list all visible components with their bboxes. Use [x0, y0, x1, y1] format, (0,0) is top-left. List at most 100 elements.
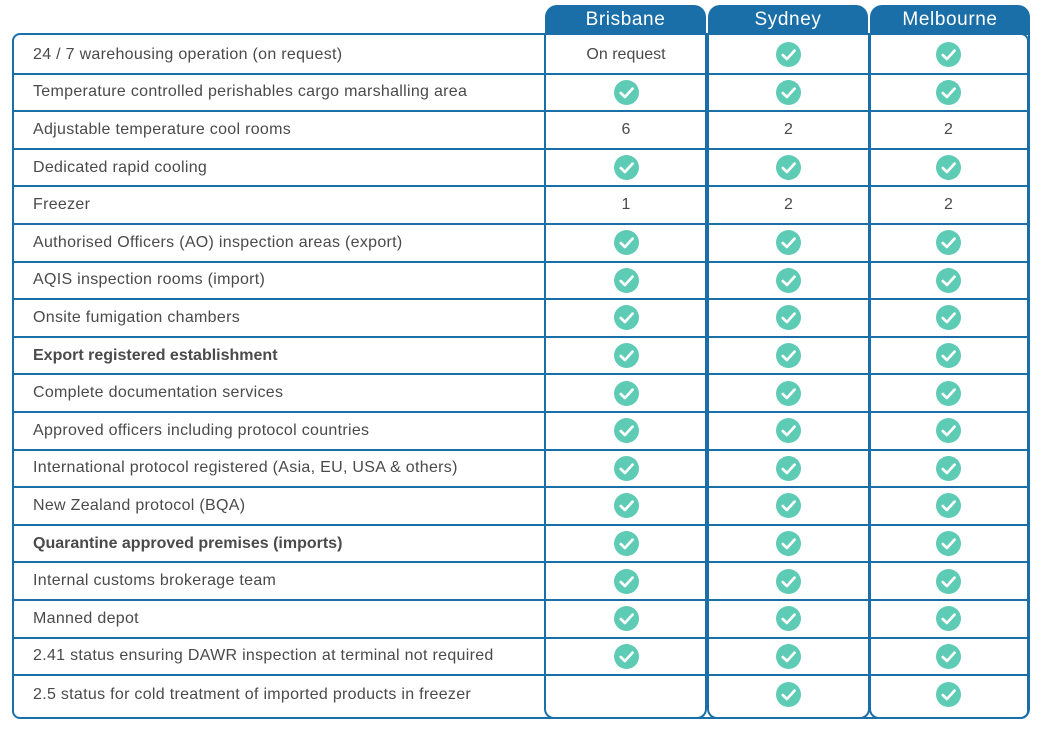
checkmark-icon: [613, 455, 639, 481]
cell-melbourne: [870, 37, 1027, 73]
row-label: Authorised Officers (AO) inspection area…: [33, 233, 403, 251]
row-label: Dedicated rapid cooling: [33, 158, 208, 176]
column-brisbane: [544, 33, 707, 719]
row-label: Quarantine approved premises (imports): [33, 534, 343, 552]
checkmark-icon: [776, 42, 801, 68]
cell-melbourne: [870, 300, 1027, 336]
row-label: Approved officers including protocol cou…: [33, 421, 370, 439]
row-label: Internal customs brokerage team: [33, 572, 277, 590]
cell-melbourne: [870, 676, 1027, 714]
checkmark-icon: [776, 568, 801, 594]
table-row: Temperature controlled perishables cargo…: [12, 75, 1027, 113]
cell-sydney: [708, 375, 869, 411]
cell-brisbane: [545, 263, 707, 299]
table-row: Approved officers including protocol cou…: [12, 413, 1027, 451]
checkmark-icon: [936, 343, 961, 369]
cell-brisbane: [545, 225, 707, 261]
checkmark-icon: [613, 267, 639, 293]
checkmark-icon: [613, 531, 639, 557]
checkmark-icon: [776, 380, 801, 406]
column-header-melbourne: Melbourne: [870, 5, 1030, 35]
table-row: Dedicated rapid cooling: [12, 150, 1027, 188]
table-row: Export registered establishment: [12, 338, 1027, 376]
table-row: AQIS inspection rooms (import): [12, 263, 1027, 301]
cell-melbourne: [870, 413, 1027, 449]
cell-sydney: [708, 75, 869, 111]
checkmark-icon: [936, 418, 961, 444]
cell-melbourne: [870, 375, 1027, 411]
table-row: 2.5 status for cold treatment of importe…: [12, 676, 1027, 714]
cell-melbourne: [870, 601, 1027, 637]
cell-melbourne: 2: [870, 187, 1027, 223]
checkmark-icon: [613, 155, 639, 181]
table-row: International protocol registered (Asia,…: [12, 451, 1027, 489]
cell-melbourne: 2: [870, 112, 1027, 148]
cell-melbourne: [870, 150, 1027, 186]
row-label: Export registered establishment: [33, 346, 278, 364]
cell-sydney: 2: [708, 187, 869, 223]
cell-brisbane: [545, 676, 707, 714]
cell-brisbane: [545, 563, 707, 599]
cell-sydney: [708, 225, 869, 261]
row-label: Freezer: [33, 196, 91, 214]
cell-brisbane: On request: [545, 37, 707, 73]
checkmark-icon: [936, 493, 961, 519]
row-label: 24 / 7 warehousing operation (on request…: [33, 45, 343, 63]
checkmark-icon: [776, 531, 801, 557]
cell-value: 2: [784, 196, 793, 214]
row-label: Onsite fumigation chambers: [33, 308, 241, 326]
cell-brisbane: [545, 639, 707, 675]
column-melbourne: [869, 33, 1030, 719]
table-row: Onsite fumigation chambers: [12, 300, 1027, 338]
table-row: Quarantine approved premises (imports): [12, 526, 1027, 564]
column-header-brisbane: Brisbane: [545, 5, 706, 35]
cell-brisbane: 6: [545, 112, 707, 148]
cell-brisbane: [545, 150, 707, 186]
checkmark-icon: [936, 455, 961, 481]
row-label: International protocol registered (Asia,…: [33, 459, 458, 477]
checkmark-icon: [776, 643, 801, 669]
cell-melbourne: [870, 451, 1027, 487]
cell-brisbane: [545, 451, 707, 487]
table-row: Authorised Officers (AO) inspection area…: [12, 225, 1027, 263]
cell-sydney: [708, 300, 869, 336]
table-row: 24 / 7 warehousing operation (on request…: [12, 37, 1027, 75]
cell-brisbane: [545, 75, 707, 111]
cell-value: 2: [784, 120, 793, 138]
row-label: Complete documentation services: [33, 384, 284, 402]
cell-brisbane: [545, 413, 707, 449]
checkmark-icon: [613, 493, 639, 519]
checkmark-icon: [613, 568, 639, 594]
cell-sydney: [708, 601, 869, 637]
comparison-table: 24 / 7 warehousing operation (on request…: [12, 37, 1027, 714]
cell-sydney: [708, 37, 869, 73]
cell-melbourne: [870, 263, 1027, 299]
cell-melbourne: [870, 563, 1027, 599]
cell-value: 1: [621, 196, 631, 214]
checkmark-icon: [936, 79, 961, 105]
checkmark-icon: [776, 682, 801, 708]
cell-brisbane: [545, 338, 707, 374]
checkmark-icon: [936, 155, 961, 181]
checkmark-icon: [776, 305, 801, 331]
cell-brisbane: [545, 300, 707, 336]
table-row: 2.41 status ensuring DAWR inspection at …: [12, 639, 1027, 677]
checkmark-icon: [776, 230, 801, 256]
checkmark-icon: [613, 79, 639, 105]
cell-value: On request: [586, 45, 666, 63]
checkmark-icon: [936, 42, 961, 68]
row-label: 2.41 status ensuring DAWR inspection at …: [33, 647, 494, 665]
cell-brisbane: 1: [545, 187, 707, 223]
cell-melbourne: [870, 639, 1027, 675]
checkmark-icon: [936, 682, 961, 708]
row-label: Adjustable temperature cool rooms: [33, 120, 292, 138]
table-row: New Zealand protocol (BQA): [12, 488, 1027, 526]
row-label: Manned depot: [33, 609, 139, 627]
checkmark-icon: [776, 418, 801, 444]
cell-sydney: [708, 451, 869, 487]
cell-sydney: [708, 676, 869, 714]
column-header-sydney: Sydney: [708, 5, 868, 35]
cell-sydney: [708, 488, 869, 524]
cell-sydney: [708, 263, 869, 299]
row-label: AQIS inspection rooms (import): [33, 271, 266, 289]
